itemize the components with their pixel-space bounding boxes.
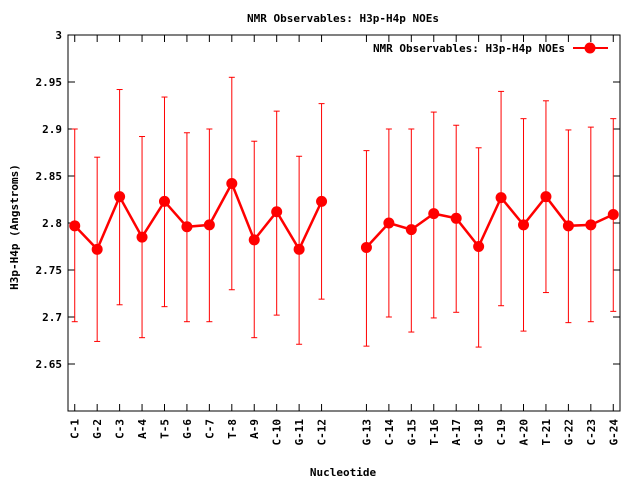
x-tick-label: C-19 [495,419,508,446]
x-tick-label: G-13 [360,419,373,446]
x-tick-label: T-21 [540,419,553,446]
x-tick-label: T-8 [226,419,239,439]
y-tick-label: 2.95 [36,76,63,89]
data-point [181,221,193,233]
data-point [607,209,619,221]
x-tick-label: C-7 [203,419,216,439]
data-point [495,192,507,204]
x-tick-label: A-20 [518,419,531,446]
y-tick-label: 2.85 [36,170,63,183]
data-point [114,191,126,203]
data-point [203,219,215,231]
y-tick-label: 2.8 [42,217,62,230]
data-point [293,243,305,255]
data-point [91,243,103,255]
series-line [73,180,323,252]
x-tick-label: A-17 [450,419,463,446]
data-point [136,231,148,243]
data-point [316,195,328,207]
data-point [360,241,372,253]
x-axis-label: Nucleotide [310,466,377,479]
x-tick-label: C-10 [271,419,284,446]
data-point [585,219,597,231]
data-point [428,208,440,220]
data-point [405,224,417,236]
data-point [271,206,283,218]
y-tick-label: 2.65 [36,358,63,371]
x-tick-label: G-18 [473,419,486,446]
x-tick-label: G-15 [405,419,418,446]
data-point [540,191,552,203]
x-axis-ticks: C-1 G-2 C-3 A-4 T-5 G-6 C-7 T-8 A-9 C-10 G-11 C-12 G… [69,35,620,446]
chart-title: NMR Observables: H3p-H4p NOEs [247,12,439,25]
x-tick-label: C-12 [316,419,329,446]
plot-area [69,76,619,348]
x-tick-label: T-5 [158,419,171,439]
y-tick-label: 2.75 [36,264,63,277]
x-tick-label: C-23 [585,419,598,446]
data-point [69,220,81,232]
data-point [383,217,395,229]
x-tick-label: C-3 [114,419,127,439]
y-tick-label: 3 [55,29,62,42]
data-point [450,212,462,224]
data-point [473,241,485,252]
x-tick-label: G-24 [607,419,620,446]
data-point [518,219,530,231]
x-tick-label: G-22 [562,419,575,446]
y-tick-label: 2.7 [42,311,62,324]
x-tick-label: A-4 [136,419,149,439]
data-point [226,178,238,190]
legend-label: NMR Observables: H3p-H4p NOEs [373,42,565,55]
x-tick-label: A-9 [248,419,261,439]
legend: NMR Observables: H3p-H4p NOEs [373,42,608,55]
x-tick-label: G-11 [293,419,306,446]
legend-marker [584,42,596,54]
x-tick-label: T-16 [428,419,441,446]
x-tick-label: G-6 [181,419,194,439]
y-axis-ticks: 2.65 2.7 2.75 2.8 2.85 2.9 2.95 3 [36,29,620,371]
y-tick-label: 2.9 [42,123,62,136]
x-tick-label: C-1 [69,419,82,439]
series-line [365,194,614,249]
x-tick-label: G-2 [91,419,104,439]
y-axis-label: H3p-H4p (Angstroms) [8,164,21,290]
data-point [158,195,170,207]
data-point [248,234,260,246]
x-tick-label: C-14 [383,419,396,446]
data-point [562,220,574,232]
plot-frame [67,34,621,412]
